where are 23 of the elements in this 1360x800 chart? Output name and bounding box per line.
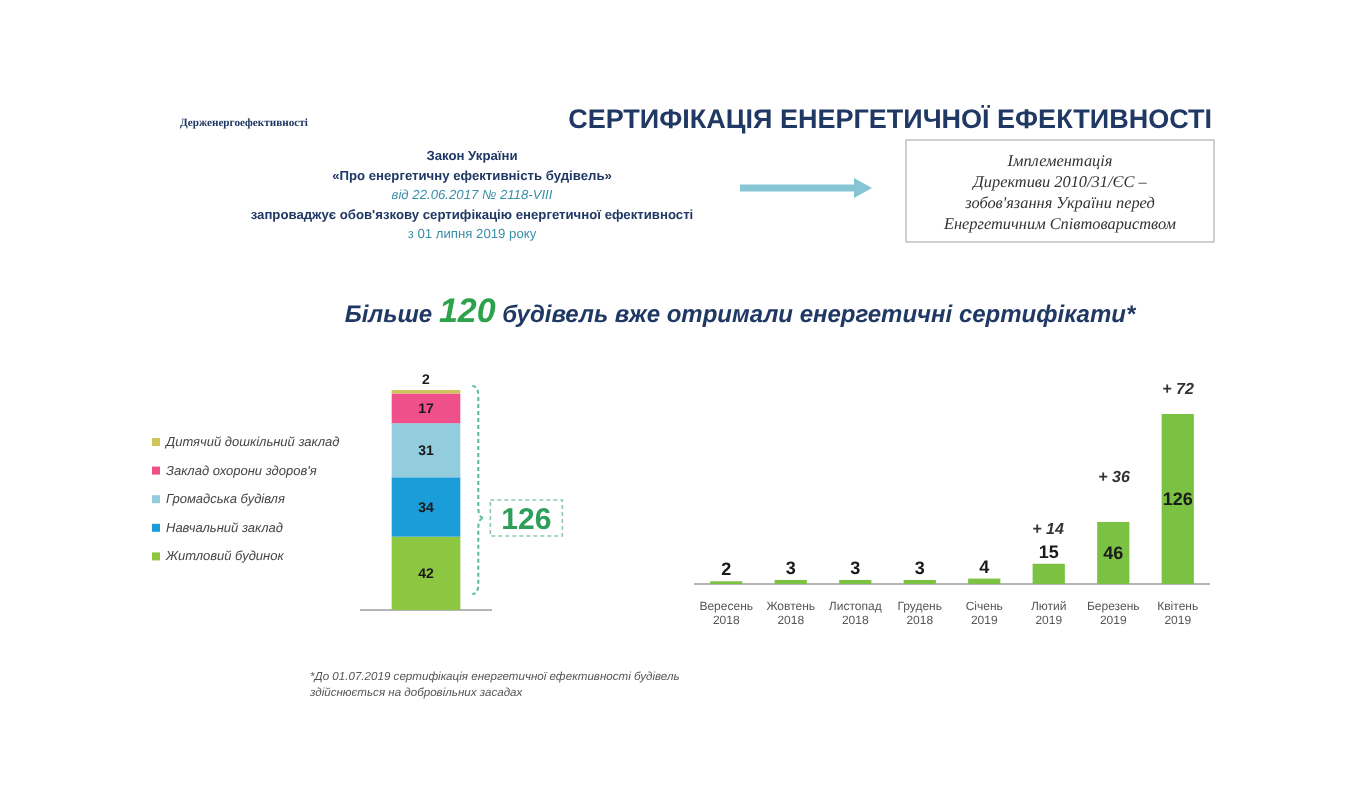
bar <box>391 393 461 424</box>
total-label: 126 <box>501 503 552 537</box>
data-label: 126 <box>1162 489 1193 510</box>
data-label: 3 <box>785 557 796 578</box>
annotation: + 14 <box>1032 520 1065 538</box>
text: Більше 120 будівель вже отримали енергетичні сертифікати* <box>344 292 1138 330</box>
bar <box>391 423 461 478</box>
bar <box>1097 521 1130 584</box>
text: + 72 <box>1162 380 1195 398</box>
data-label: 4 <box>979 556 990 577</box>
bar <box>391 477 461 537</box>
data-label: 2 <box>721 559 732 580</box>
data-label: 3 <box>850 557 861 578</box>
data-label: 46 <box>1103 543 1124 564</box>
bar <box>391 536 461 610</box>
text: Імплементація Директиви 2010/31/ЄС – зобов'язання України перед Енергетичним Співтовариством <box>941 152 1178 233</box>
annotation: + 36 <box>1098 468 1131 486</box>
data-label: 3 <box>914 557 925 578</box>
bar <box>968 578 1001 584</box>
bar <box>1032 563 1065 584</box>
data-label: 15 <box>1038 541 1059 562</box>
bar <box>1161 414 1194 584</box>
chart-title: СЕРТИФІКАЦІЯ ЕНЕРГЕТИЧНОЇ ЕФЕКТИВНОСТІ <box>568 104 1212 134</box>
